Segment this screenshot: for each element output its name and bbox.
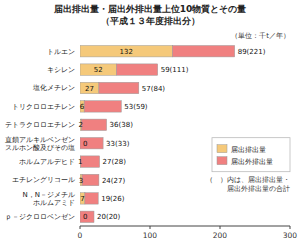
data-label: 89(221)	[238, 48, 266, 56]
data-label: 53(59)	[124, 103, 148, 111]
bar	[81, 156, 100, 167]
bar	[116, 64, 157, 75]
data-label: 2	[78, 121, 82, 129]
legend-box	[212, 138, 290, 172]
bar	[99, 82, 139, 93]
category-label: 直鎖アルキルベンゼンスルホン酸及びその塩	[5, 136, 75, 152]
data-label: 20(20)	[97, 213, 121, 221]
bar	[80, 64, 116, 75]
data-label: 3	[79, 177, 83, 185]
bar	[80, 101, 84, 112]
bar	[80, 193, 85, 204]
category-label: トリクロロエチレン	[12, 103, 75, 111]
data-label: 27(28)	[103, 158, 127, 166]
bar	[81, 119, 106, 130]
legend-label: 届出排出量	[231, 146, 266, 154]
category-label: ｐ－ジクロロベンゼン	[5, 213, 75, 221]
bar	[80, 137, 103, 148]
subtitle: （平成１３年度排出分）	[101, 16, 200, 26]
legend-swatch	[217, 157, 227, 165]
category-label: テトラクロロエチレン	[5, 121, 75, 129]
data-label: 1	[78, 158, 82, 166]
bar	[80, 211, 94, 222]
x-tick	[220, 226, 221, 229]
data-label: 33(33)	[106, 140, 130, 148]
note: 届出外排出量の合計	[227, 185, 290, 193]
bar	[84, 101, 121, 112]
note: （ ）内は、届出排出量・	[206, 176, 290, 184]
x-tick	[80, 226, 81, 229]
x-tick-label: 300	[283, 231, 298, 240]
legend-swatch	[217, 145, 227, 153]
data-labels: 132 89(221) 52 59(111) 27 57(84) 6 53(59) 2 36(38…	[78, 48, 266, 222]
category-label: トルエン	[47, 48, 75, 56]
bars	[80, 45, 235, 222]
category-label: ホルムアルデヒド	[19, 158, 75, 166]
data-label: 7	[80, 195, 84, 203]
data-label: 57(84)	[142, 85, 166, 93]
x-tick	[290, 226, 291, 229]
x-axis	[80, 226, 290, 227]
data-label: 59(111)	[161, 66, 189, 74]
title: 届出排出量・届出外排出量上位10物質とその量	[53, 4, 247, 14]
chart-container: 届出排出量・届出外排出量上位10物質とその量 （平成１３年度排出分） （単位：千t／…	[0, 0, 300, 250]
x-tick-label: 100	[143, 231, 158, 240]
data-label: 52	[94, 66, 103, 74]
bar	[80, 45, 172, 56]
bar	[85, 193, 98, 204]
data-label: 132	[120, 48, 133, 56]
data-label: 0	[83, 213, 87, 221]
chart: 届出排出量・届出外排出量上位10物質とその量 （平成１３年度排出分） （単位：千t／…	[0, 0, 300, 250]
category-label: エチレングリコール	[12, 176, 75, 184]
legend: 届出排出量届出外排出量	[212, 138, 290, 172]
bar	[172, 45, 234, 56]
data-label: 19(26)	[101, 195, 125, 203]
x-tick	[150, 226, 151, 229]
data-label: 36(38)	[110, 121, 134, 129]
data-label: 24(27)	[102, 177, 126, 185]
category-label: N，N－ジメチルホルムアミド	[23, 191, 75, 207]
category-label: キシレン	[47, 66, 75, 74]
unit-label: （単位：千t／年）	[231, 32, 290, 40]
data-label: 0	[83, 140, 87, 148]
x-tick-label: 0	[78, 231, 83, 240]
bar	[80, 82, 99, 93]
data-label: 27	[85, 85, 94, 93]
data-label: 6	[80, 103, 85, 111]
legend-label: 届出外排出量	[231, 158, 273, 166]
x-tick-label: 200	[213, 231, 228, 240]
bar	[82, 174, 99, 185]
category-label: 塩化メチレン	[32, 84, 75, 92]
